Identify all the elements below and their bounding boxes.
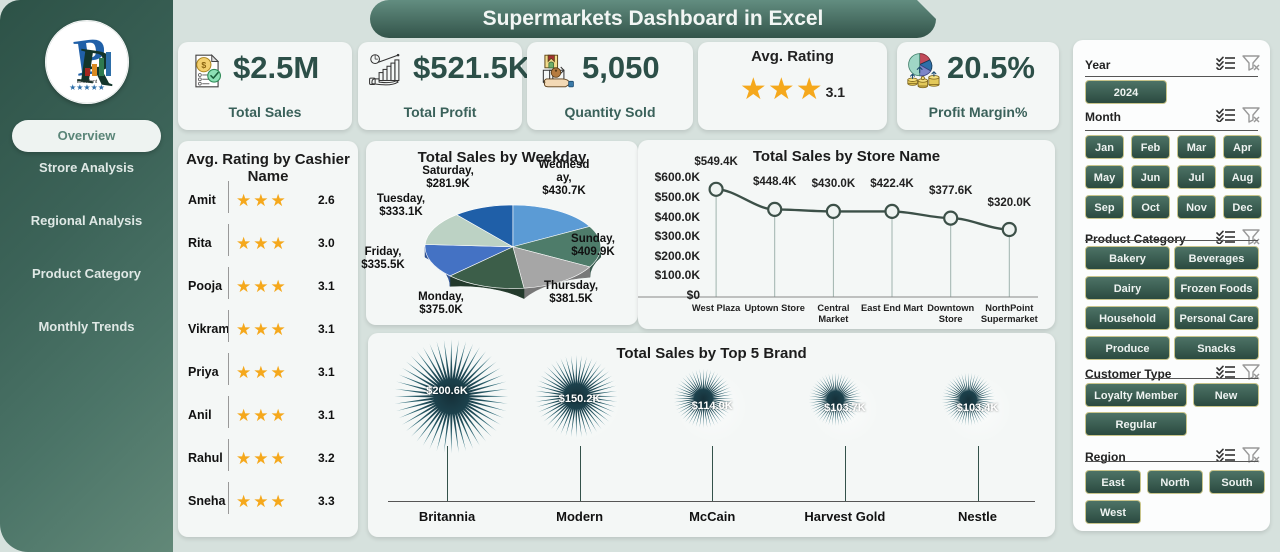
svg-text:$: $ [201,60,206,70]
svg-text:★★★★★: ★★★★★ [69,83,105,92]
